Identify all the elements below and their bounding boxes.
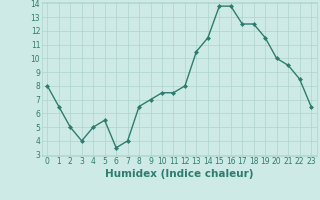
X-axis label: Humidex (Indice chaleur): Humidex (Indice chaleur) [105,169,253,179]
